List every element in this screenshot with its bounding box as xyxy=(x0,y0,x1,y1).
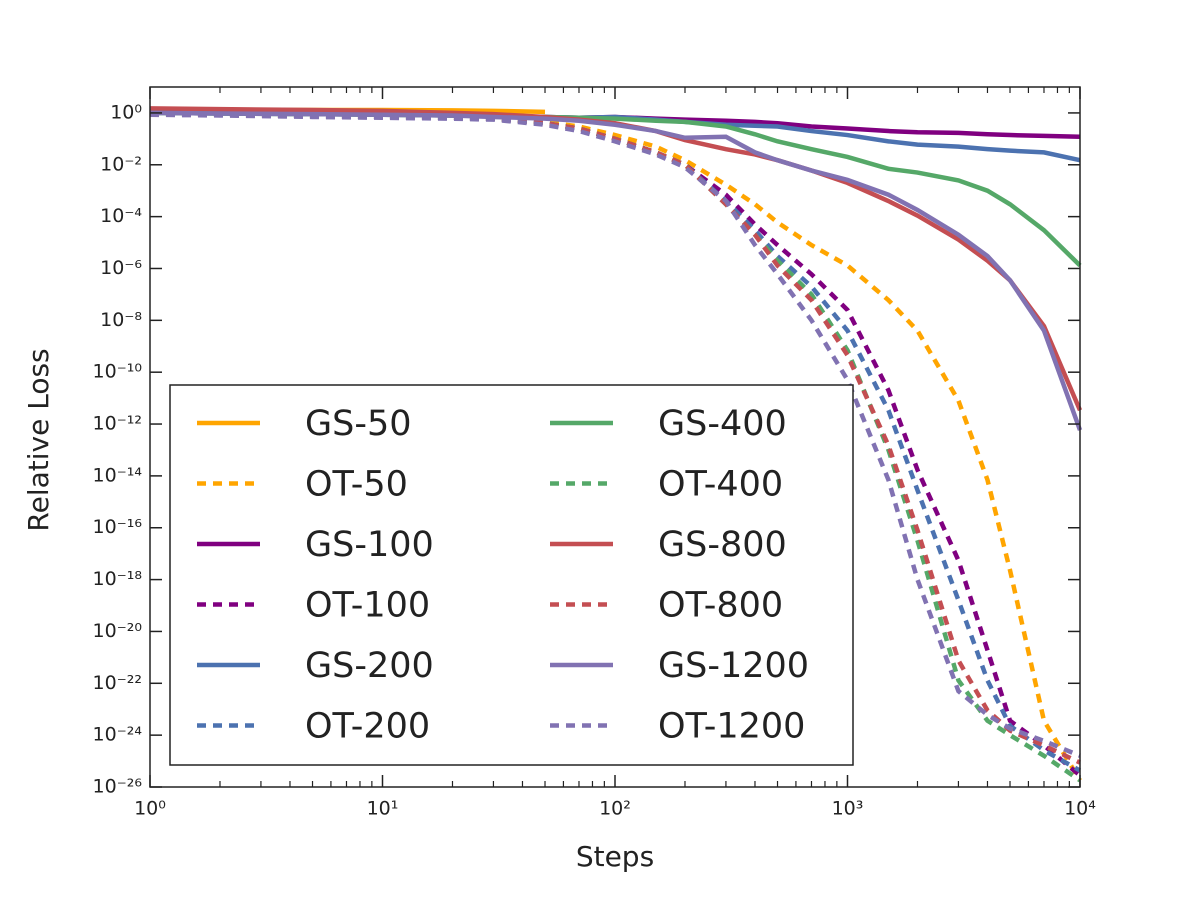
y-tick-label: 10⁻¹⁶ xyxy=(93,516,142,538)
y-tick-label: 10⁻¹⁰ xyxy=(93,361,142,383)
legend-label: OT-200 xyxy=(305,707,430,747)
x-tick-label: 10³ xyxy=(832,798,864,820)
x-tick-label: 10⁴ xyxy=(1064,798,1096,820)
legend-label: OT-100 xyxy=(305,586,430,626)
y-tick-label: 10⁻² xyxy=(100,153,142,175)
legend-label: GS-400 xyxy=(658,404,787,444)
y-tick-label: 10⁻²⁴ xyxy=(93,724,143,746)
legend-label: OT-400 xyxy=(658,465,783,505)
series-line xyxy=(149,110,1083,431)
x-tick-label: 10⁰ xyxy=(134,798,166,820)
legend-label: GS-1200 xyxy=(658,646,809,686)
y-tick-label: 10⁻¹⁴ xyxy=(93,464,143,486)
y-tick-label: 10⁰ xyxy=(110,101,142,123)
legend-label: GS-200 xyxy=(305,646,434,686)
legend-label: GS-50 xyxy=(305,404,412,444)
legend-label: OT-1200 xyxy=(658,707,805,747)
series-line xyxy=(149,106,1083,412)
series-line xyxy=(149,112,1081,758)
legend-label: GS-100 xyxy=(305,525,434,565)
legend: GS-50 OT-50 GS-100 OT-100 GS-200 OT-200 GS-400… xyxy=(169,384,854,766)
legend-label: GS-800 xyxy=(658,525,787,565)
legend-box xyxy=(169,384,854,766)
y-tick-label: 10⁻²² xyxy=(93,672,142,694)
legend-label: OT-800 xyxy=(658,586,783,626)
y-tick-label: 10⁻²⁰ xyxy=(93,620,142,642)
y-tick-label: 10⁻⁸ xyxy=(100,309,142,331)
y-tick-label: 10⁻⁶ xyxy=(100,257,142,279)
legend-label: OT-50 xyxy=(305,465,408,505)
y-tick-label: 10⁻²⁶ xyxy=(93,776,142,798)
x-tick-label: 10² xyxy=(599,798,631,820)
x-axis-label: Steps xyxy=(576,840,654,873)
y-tick-label: 10⁻¹⁸ xyxy=(93,568,142,590)
y-tick-label: 10⁻¹² xyxy=(93,413,142,435)
x-tick-label: 10¹ xyxy=(367,798,399,820)
y-tick-label: 10⁻⁴ xyxy=(100,205,142,227)
y-axis-label: Relative Loss xyxy=(22,348,55,531)
